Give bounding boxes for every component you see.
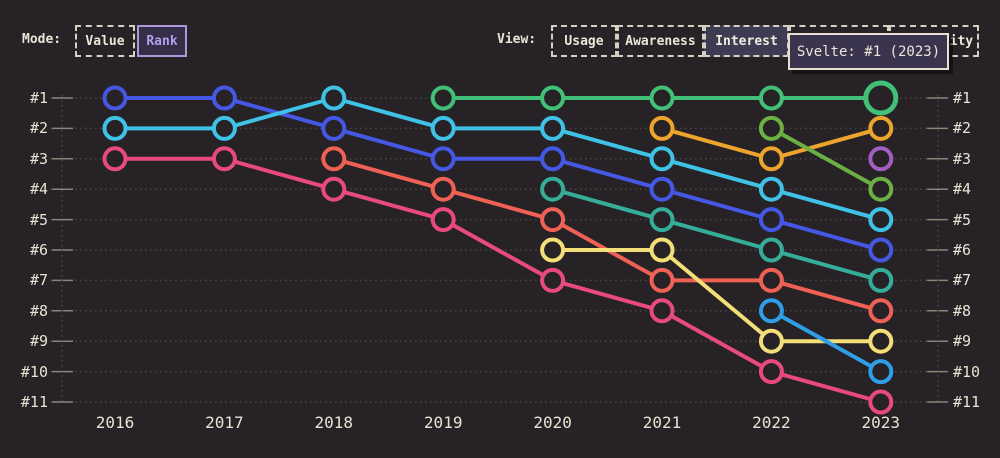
series-line-lightblue (769, 308, 883, 374)
rank-label-left-5: #5 (29, 210, 48, 229)
data-point-blue-2018[interactable] (321, 115, 347, 141)
data-point-teal-2023[interactable] (868, 267, 894, 293)
data-point-yellow-2022[interactable] (758, 328, 784, 354)
data-point-lightblue-2023[interactable] (868, 359, 894, 385)
data-point-blue-2017[interactable] (211, 85, 237, 111)
data-point-cyan-2022[interactable] (758, 176, 784, 202)
rank-label-right-8: #8 (953, 301, 972, 320)
data-point-pink-2016[interactable] (102, 146, 128, 172)
year-label-2016: 2016 (95, 413, 135, 432)
data-point-yellow-2020[interactable] (540, 237, 566, 263)
series-line-cyan (113, 96, 883, 222)
data-point-cyan-2017[interactable] (211, 115, 237, 141)
data-point-cyan-2019[interactable] (430, 115, 456, 141)
data-point-blue-2023[interactable] (868, 237, 894, 263)
view-usage-button[interactable]: Usage (551, 25, 617, 57)
rank-label-right-6: #6 (953, 241, 972, 259)
rank-label-right-11: #11 (953, 393, 981, 411)
rank-label-left-9: #9 (29, 332, 48, 351)
series-line-blue (113, 96, 883, 252)
rank-label-left-7: #7 (29, 271, 48, 290)
year-label-2023: 2023 (861, 413, 901, 432)
data-point-pink-2019[interactable] (430, 207, 456, 233)
data-point-orange-2023[interactable] (868, 115, 894, 141)
data-point-coral-2019[interactable] (430, 176, 456, 202)
view-awareness-button[interactable]: Awareness (617, 25, 704, 57)
data-point-cyan-2023[interactable] (868, 207, 894, 233)
mode-value-button[interactable]: Value (75, 25, 135, 57)
rank-label-right-10: #10 (953, 362, 981, 381)
series-line-coral (331, 156, 883, 313)
tooltip: Svelte: #1 (2023) (788, 33, 949, 70)
data-point-svelte-2020[interactable] (540, 85, 566, 111)
series-line-pink (113, 156, 883, 404)
data-point-teal-2021[interactable] (649, 207, 675, 233)
rank-label-left-4: #4 (29, 180, 48, 199)
rank-label-left-10: #10 (20, 362, 48, 381)
data-point-purple-2023[interactable] (868, 146, 894, 172)
rank-label-left-3: #3 (29, 149, 48, 168)
year-label-2021: 2021 (642, 413, 682, 432)
series-line-teal (550, 187, 883, 283)
rank-label-right-2: #2 (953, 119, 972, 138)
rank-label-right-7: #7 (953, 271, 972, 290)
mode-rank-button[interactable]: Rank (137, 25, 187, 57)
data-point-orange-2022[interactable] (758, 146, 784, 172)
data-point-pink-2018[interactable] (321, 176, 347, 202)
data-point-grass-2023[interactable] (868, 176, 894, 202)
data-point-blue-2021[interactable] (649, 176, 675, 202)
data-point-pink-2020[interactable] (540, 267, 566, 293)
rank-label-right-1: #1 (953, 89, 972, 107)
data-point-blue-2022[interactable] (758, 207, 784, 233)
data-point-coral-2021[interactable] (649, 267, 675, 293)
year-label-2020: 2020 (533, 413, 572, 432)
year-label-2022: 2022 (752, 413, 791, 432)
data-point-teal-2022[interactable] (758, 237, 784, 263)
data-point-orange-2021[interactable] (649, 115, 675, 141)
data-point-coral-2018[interactable] (321, 146, 347, 172)
data-point-yellow-2023[interactable] (868, 328, 894, 354)
data-point-svelte-2021[interactable] (649, 85, 675, 111)
tooltip-text: Svelte: #1 (2023) (796, 43, 941, 60)
data-point-grass-2022[interactable] (758, 115, 784, 141)
year-label-2019: 2019 (423, 413, 463, 432)
data-point-blue-2019[interactable] (430, 146, 456, 172)
view-label: View: (497, 32, 537, 47)
data-point-blue-2020[interactable] (540, 146, 566, 172)
data-point-pink-2022[interactable] (758, 359, 784, 385)
data-point-pink-2017[interactable] (211, 146, 237, 172)
data-point-pink-2023[interactable] (868, 389, 894, 415)
data-point-cyan-2021[interactable] (649, 146, 675, 172)
year-label-2017: 2017 (205, 413, 244, 432)
data-point-cyan-2020[interactable] (540, 115, 566, 141)
data-point-coral-2023[interactable] (868, 298, 894, 324)
rank-label-left-1: #1 (29, 89, 48, 107)
data-point-svelte-2023[interactable] (863, 80, 899, 116)
data-point-svelte-2022[interactable] (758, 85, 784, 111)
mode-label: Mode: (22, 32, 62, 47)
rank-label-right-9: #9 (953, 332, 972, 351)
data-point-svelte-2019[interactable] (430, 85, 456, 111)
data-point-lightblue-2022[interactable] (758, 298, 784, 324)
year-label-2018: 2018 (314, 413, 354, 432)
rank-label-right-4: #4 (953, 180, 972, 199)
rank-label-right-5: #5 (953, 210, 972, 229)
view-interest-button[interactable]: Interest (704, 25, 789, 57)
rank-label-left-11: #11 (20, 393, 48, 411)
data-point-blue-2016[interactable] (102, 85, 128, 111)
rank-label-left-8: #8 (29, 301, 48, 320)
series-line-grass (769, 126, 883, 192)
data-point-coral-2022[interactable] (758, 267, 784, 293)
data-point-cyan-2018[interactable] (321, 85, 347, 111)
data-point-coral-2020[interactable] (540, 207, 566, 233)
rank-label-right-3: #3 (953, 149, 972, 168)
rank-label-left-6: #6 (29, 241, 48, 259)
rank-label-left-2: #2 (29, 119, 48, 138)
data-point-yellow-2021[interactable] (649, 237, 675, 263)
data-point-cyan-2016[interactable] (102, 115, 128, 141)
data-point-teal-2020[interactable] (540, 176, 566, 202)
data-point-pink-2021[interactable] (649, 298, 675, 324)
